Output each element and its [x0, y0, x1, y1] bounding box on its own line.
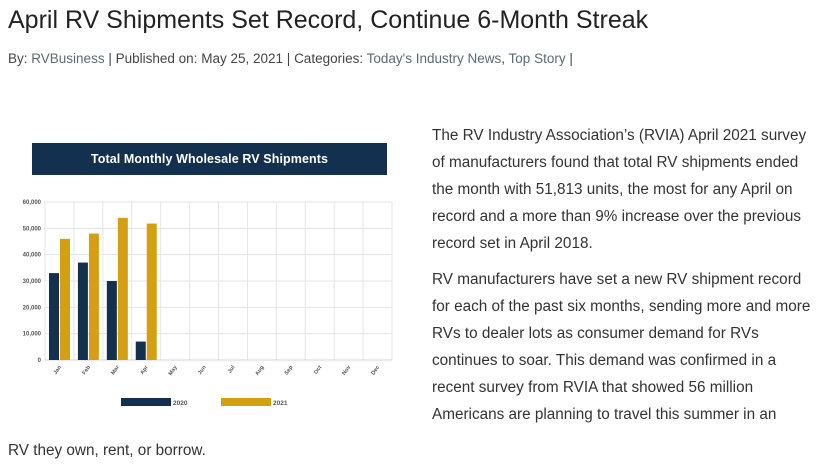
y-tick-label: 40,000 [23, 253, 42, 259]
shipments-bar-chart: 0 10,000 20,000 30,000 40,000 50,000 60,000 Jan… [23, 200, 393, 407]
x-tick-label: Jan [53, 364, 64, 376]
bar-2021-apr [146, 223, 157, 360]
bar-2021-jan [60, 238, 70, 360]
published-label: Published on: [115, 51, 198, 66]
article-title: April RV Shipments Set Record, Continue … [8, 6, 649, 34]
y-tick-label: 10,000 [23, 332, 42, 338]
chart-title: Total Monthly Wholesale RV Shipments [32, 143, 387, 175]
y-tick-label: 20,000 [23, 305, 42, 311]
bar-2020-mar [106, 281, 117, 360]
bar-2021-mar [117, 217, 128, 360]
article-meta: By: RVBusiness | Published on: May 25, 2… [8, 51, 573, 66]
x-tick-label: Feb [81, 364, 92, 376]
legend-label-2021: 2021 [273, 400, 288, 407]
x-tick-label: Jul [227, 364, 237, 374]
bar-2020-feb [77, 262, 88, 360]
x-tick-label: Apr [139, 364, 150, 376]
shipments-chart-figure: Total Monthly Wholesale RV Shipments 0 10… [10, 132, 403, 418]
article-paragraph: RV manufacturers have set a new RV shipm… [432, 271, 811, 423]
category-link-industry-news[interactable]: Today's Industry News [366, 51, 502, 66]
meta-separator: | [569, 51, 573, 66]
x-tick-label: Aug [254, 365, 265, 377]
category-link-top-story[interactable]: Top Story [508, 51, 566, 66]
y-tick-label: 0 [38, 358, 42, 364]
x-tick-label: Oct [313, 365, 323, 376]
article-body: The RV Industry Association’s (RVIA) Apr… [432, 122, 812, 437]
by-label: By: [8, 51, 28, 66]
x-tick-label: Jun [197, 364, 208, 376]
author-link[interactable]: RVBusiness [31, 51, 105, 66]
y-tick-label: 60,000 [23, 200, 42, 206]
x-tick-label: Dec [370, 365, 381, 377]
x-tick-label: Sep [284, 364, 295, 376]
y-tick-label: 30,000 [23, 279, 42, 285]
bar-2020-apr [135, 341, 146, 360]
category-comma: , [501, 51, 506, 66]
meta-separator: | [286, 51, 291, 66]
x-tick-label: Mar [110, 364, 121, 376]
legend-label-2020: 2020 [173, 400, 188, 407]
x-tick-label: May [168, 364, 180, 377]
article-paragraph-continuation: RV they own, rent, or borrow. [8, 442, 206, 459]
y-tick-label: 50,000 [23, 226, 42, 232]
article-paragraph: The RV Industry Association’s (RVIA) Apr… [432, 127, 807, 252]
legend-swatch-2021 [221, 398, 271, 406]
x-tick-label: Nov [341, 364, 352, 377]
meta-separator: | [108, 51, 112, 66]
published-date: May 25, 2021 [201, 51, 284, 66]
bar-2021-feb [88, 233, 99, 360]
legend-swatch-2020 [121, 398, 171, 406]
categories-label: Categories: [294, 51, 364, 66]
bar-2020-jan [49, 273, 59, 360]
